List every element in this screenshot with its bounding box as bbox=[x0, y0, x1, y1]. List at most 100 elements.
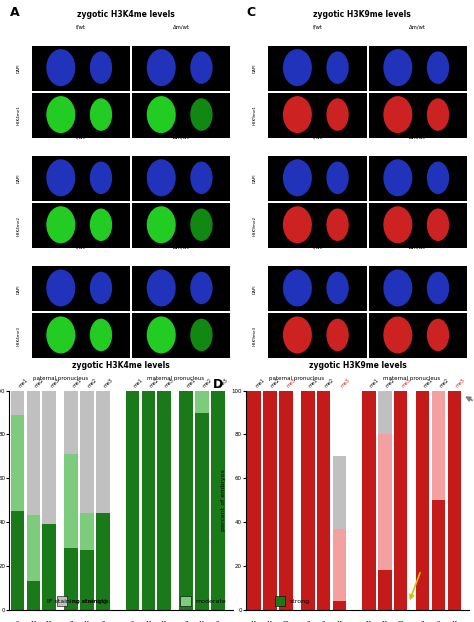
Bar bbox=[11, 511, 24, 610]
Ellipse shape bbox=[90, 272, 112, 304]
Ellipse shape bbox=[383, 269, 412, 307]
Text: me2: me2 bbox=[148, 377, 160, 389]
Ellipse shape bbox=[147, 207, 176, 243]
Ellipse shape bbox=[147, 317, 176, 353]
Bar bbox=[32, 46, 130, 91]
Bar bbox=[378, 434, 392, 570]
Ellipse shape bbox=[383, 159, 412, 197]
Text: me3: me3 bbox=[49, 377, 61, 389]
Bar bbox=[64, 548, 78, 610]
Bar bbox=[195, 412, 209, 610]
Text: 8: 8 bbox=[101, 621, 105, 622]
Ellipse shape bbox=[383, 317, 412, 353]
Text: f/wt: f/wt bbox=[312, 24, 322, 29]
Text: me3: me3 bbox=[218, 377, 229, 389]
Text: me2: me2 bbox=[385, 377, 396, 389]
Text: DAPI: DAPI bbox=[17, 64, 20, 73]
Text: 7: 7 bbox=[70, 621, 73, 622]
Bar bbox=[132, 156, 230, 202]
Text: DAPI: DAPI bbox=[253, 284, 257, 294]
Ellipse shape bbox=[327, 272, 349, 304]
Bar bbox=[80, 550, 94, 610]
Text: zygotic H3K4me levels: zygotic H3K4me levels bbox=[77, 10, 174, 19]
Bar bbox=[268, 46, 366, 91]
Ellipse shape bbox=[90, 208, 112, 241]
Ellipse shape bbox=[46, 49, 75, 86]
Bar bbox=[378, 570, 392, 610]
Bar bbox=[369, 93, 467, 138]
Text: 15: 15 bbox=[336, 621, 343, 622]
Text: 11: 11 bbox=[199, 621, 205, 622]
Text: 8: 8 bbox=[322, 621, 325, 622]
Bar bbox=[447, 391, 461, 610]
Ellipse shape bbox=[383, 96, 412, 133]
Text: f/wt: f/wt bbox=[76, 134, 86, 139]
Title: zygotic H3K9me levels: zygotic H3K9me levels bbox=[309, 361, 407, 371]
Bar bbox=[27, 516, 40, 581]
Bar bbox=[132, 266, 230, 312]
Text: A: A bbox=[9, 6, 19, 19]
Text: me2: me2 bbox=[87, 377, 99, 389]
Bar bbox=[247, 391, 261, 610]
Bar bbox=[157, 391, 171, 610]
Bar bbox=[416, 391, 429, 610]
Ellipse shape bbox=[190, 98, 212, 131]
Ellipse shape bbox=[190, 318, 212, 351]
Text: H3K9me3: H3K9me3 bbox=[253, 326, 257, 346]
Bar bbox=[43, 524, 56, 610]
Text: H3K9me1: H3K9me1 bbox=[253, 106, 257, 126]
Ellipse shape bbox=[147, 96, 176, 133]
Text: me1: me1 bbox=[369, 377, 380, 389]
Text: f/wt: f/wt bbox=[312, 134, 322, 139]
Bar bbox=[268, 93, 366, 138]
Text: me1: me1 bbox=[18, 377, 29, 389]
Text: 11: 11 bbox=[382, 621, 388, 622]
Text: me1: me1 bbox=[423, 377, 434, 389]
Text: DAPI: DAPI bbox=[17, 284, 20, 294]
Bar bbox=[80, 513, 94, 550]
Bar bbox=[394, 391, 408, 610]
Bar bbox=[11, 391, 24, 415]
Text: Δm/wt: Δm/wt bbox=[173, 244, 190, 249]
Bar bbox=[369, 266, 467, 312]
Text: me3: me3 bbox=[455, 377, 465, 389]
Text: 23: 23 bbox=[283, 621, 289, 622]
Bar bbox=[132, 313, 230, 358]
Bar bbox=[333, 601, 346, 610]
Ellipse shape bbox=[327, 52, 349, 84]
Text: H3K4me2: H3K4me2 bbox=[17, 216, 20, 236]
Bar bbox=[378, 391, 392, 434]
Text: f/wt: f/wt bbox=[76, 244, 86, 249]
Ellipse shape bbox=[283, 269, 312, 307]
Text: maternal pronucleus: maternal pronucleus bbox=[383, 376, 440, 381]
Bar bbox=[268, 156, 366, 202]
Bar bbox=[369, 46, 467, 91]
Ellipse shape bbox=[46, 207, 75, 243]
Bar bbox=[362, 391, 376, 610]
Bar bbox=[369, 313, 467, 358]
Ellipse shape bbox=[427, 208, 449, 241]
Bar bbox=[263, 391, 277, 610]
Text: maternal pronucleus: maternal pronucleus bbox=[146, 376, 204, 381]
Ellipse shape bbox=[327, 162, 349, 194]
Text: DAPI: DAPI bbox=[17, 174, 20, 183]
Text: me1: me1 bbox=[71, 377, 82, 389]
Text: Δm/wt: Δm/wt bbox=[410, 24, 427, 29]
Text: 11: 11 bbox=[365, 621, 373, 622]
Ellipse shape bbox=[147, 159, 176, 197]
Text: me1: me1 bbox=[186, 377, 198, 389]
Text: H3K9me2: H3K9me2 bbox=[253, 216, 257, 236]
Text: DAPI: DAPI bbox=[253, 174, 257, 183]
Bar bbox=[132, 93, 230, 138]
Ellipse shape bbox=[427, 52, 449, 84]
Text: H3K4me1: H3K4me1 bbox=[17, 106, 20, 126]
Text: f/wt: f/wt bbox=[312, 244, 322, 249]
Bar bbox=[142, 391, 155, 610]
Text: 8: 8 bbox=[437, 621, 440, 622]
Bar bbox=[32, 313, 130, 358]
Bar bbox=[268, 203, 366, 248]
Text: me2: me2 bbox=[34, 377, 45, 389]
Bar bbox=[268, 313, 366, 358]
Text: paternal pronucleus: paternal pronucleus bbox=[33, 376, 88, 381]
Bar bbox=[11, 415, 24, 511]
